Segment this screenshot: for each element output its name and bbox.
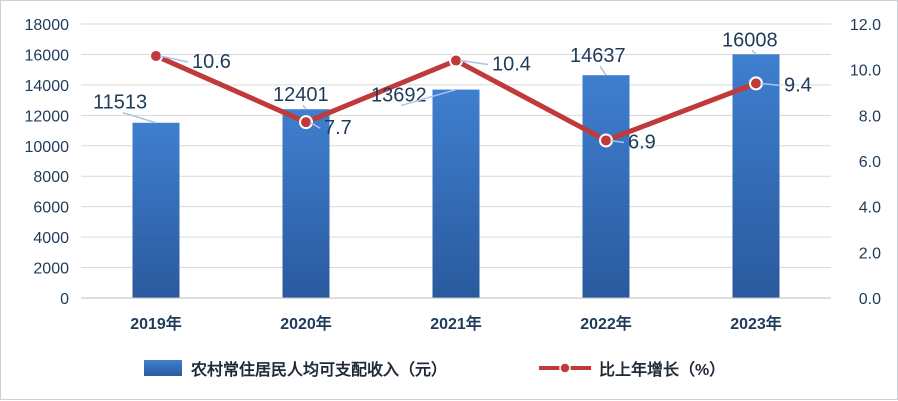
y-right-tick-label: 4.0: [859, 200, 881, 217]
bar-label-leader: [302, 104, 307, 110]
y-right-tick-label: 6.0: [859, 154, 881, 171]
y-right-tick-label: 0.0: [859, 291, 881, 308]
line-value-label: 6.9: [628, 131, 656, 153]
y-right-tick-label: 10.0: [850, 63, 881, 80]
bar-value-label: 12401: [273, 84, 329, 106]
bar-value-label: 14637: [570, 45, 626, 67]
x-tick-label: 2021年: [430, 314, 482, 333]
y-left-tick-label: 14000: [25, 78, 70, 95]
x-tick-label: 2020年: [280, 314, 332, 333]
bar: [582, 75, 630, 298]
legend-bar-label: 农村常住居民人均可支配收入（元）: [190, 360, 447, 379]
line-value-label: 10.4: [492, 54, 531, 76]
legend-line-label: 比上年增长（%）: [599, 360, 725, 379]
line-label-leader: [609, 139, 625, 144]
y-left-tick-label: 6000: [33, 200, 69, 217]
y-left-tick-label: 4000: [33, 230, 69, 247]
x-tick-label: 2023年: [730, 314, 782, 333]
y-left-tick-label: 8000: [33, 169, 69, 186]
line-value-label: 7.7: [324, 117, 352, 139]
bar-value-label: 16008: [722, 29, 778, 51]
y-left-tick-label: 2000: [33, 261, 69, 278]
x-tick-label: 2019年: [130, 314, 182, 333]
y-right-tick-label: 8.0: [859, 108, 881, 125]
bar-label-leader: [400, 88, 457, 107]
bar: [282, 109, 330, 299]
y-left-tick-label: 0: [60, 291, 69, 308]
y-right-tick-label: 2.0: [859, 245, 881, 262]
bar-value-label: 13692: [371, 85, 427, 107]
y-left-tick-label: 12000: [25, 108, 70, 125]
bar: [432, 89, 480, 298]
bar-label-leader: [122, 112, 157, 124]
line-value-label: 10.6: [192, 51, 231, 73]
bar-value-label: 11513: [93, 92, 147, 114]
line-value-label: 9.4: [784, 74, 812, 96]
growth-point: [299, 115, 313, 130]
line-label-leader: [459, 59, 489, 66]
y-left-tick-label: 16000: [25, 47, 70, 64]
y-right-tick-label: 12.0: [850, 17, 881, 34]
line-label-leader: [309, 121, 321, 129]
y-left-tick-label: 18000: [25, 17, 70, 34]
legend-line-marker: [559, 362, 571, 374]
bar-label-leader: [751, 49, 757, 55]
bar-label-leader: [599, 65, 607, 76]
legend-bar-swatch: [144, 360, 182, 376]
y-left-tick-label: 10000: [25, 139, 70, 156]
line-label-leader: [759, 82, 781, 87]
x-tick-label: 2022年: [580, 314, 632, 333]
bar: [732, 54, 780, 299]
line-label-leader: [159, 55, 189, 63]
bar: [132, 122, 180, 299]
